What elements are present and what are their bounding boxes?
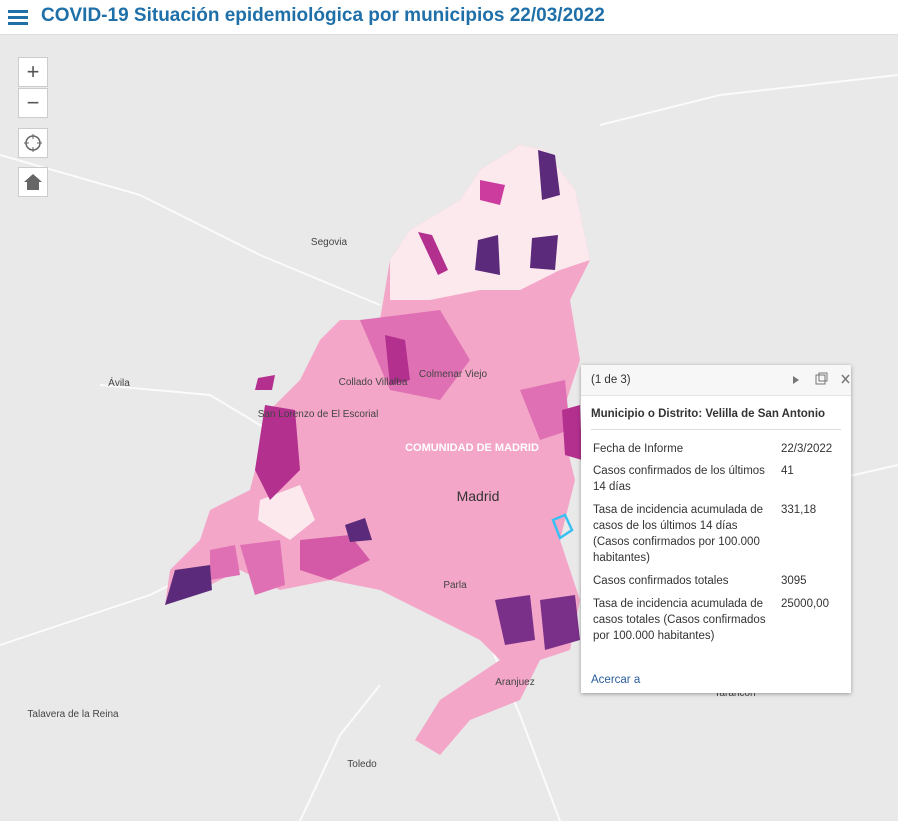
popup-field: Casos confirmados de los últimos 14 días xyxy=(593,465,765,493)
map-label: COMUNIDAD DE MADRID xyxy=(405,442,539,454)
popup-field: Casos confirmados totales xyxy=(593,575,729,587)
map-label: Aranjuez xyxy=(495,677,534,688)
popup-buttons[interactable] xyxy=(771,365,851,395)
map-label: Collado Villalba xyxy=(339,377,408,388)
popup-title: Municipio o Distrito: Velilla de San Ant… xyxy=(591,408,826,420)
map-label: Parla xyxy=(443,580,467,591)
locate-button[interactable] xyxy=(18,128,48,158)
popup-value: 25000,00 xyxy=(781,598,829,610)
popup-field: Tasa de incidencia acumulada de casos to… xyxy=(593,598,766,642)
map-label: Madrid xyxy=(457,488,500,504)
popup-value: 331,18 xyxy=(781,504,817,516)
zoom-out[interactable]: − xyxy=(18,88,48,118)
home-button[interactable] xyxy=(18,167,48,197)
map-label: Toledo xyxy=(347,759,377,770)
map-label: Segovia xyxy=(311,237,348,248)
popup-field: Fecha de Informe xyxy=(593,443,684,455)
menu-icon[interactable] xyxy=(8,8,32,28)
map-label: San Lorenzo de El Escorial xyxy=(258,409,379,420)
header: COVID-19 Situación epidemiológica por mu… xyxy=(0,0,898,35)
map-label: Colmenar Viejo xyxy=(419,369,488,380)
popup-field: Tasa de incidencia acumulada de casos de… xyxy=(593,504,764,564)
popup-bar: (1 de 3) xyxy=(581,365,851,396)
popup-value: 22/3/2022 xyxy=(781,443,833,455)
popup-value: 41 xyxy=(781,465,794,477)
zoom-in[interactable]: + xyxy=(18,57,48,87)
map-label: Ávila xyxy=(108,376,130,389)
popup-pager: (1 de 3) xyxy=(591,374,631,386)
separator xyxy=(591,429,841,430)
header-title: COVID-19 Situación epidemiológica por mu… xyxy=(41,5,605,26)
popup-value: 3095 xyxy=(781,575,807,587)
zoom-to-link[interactable]: Acercar a xyxy=(591,674,641,686)
popup: (1 de 3) Municipio o Distrito: Velilla d… xyxy=(581,365,851,693)
map-label: Tarancón xyxy=(714,688,755,699)
map-label: Talavera de la Reina xyxy=(27,709,119,720)
